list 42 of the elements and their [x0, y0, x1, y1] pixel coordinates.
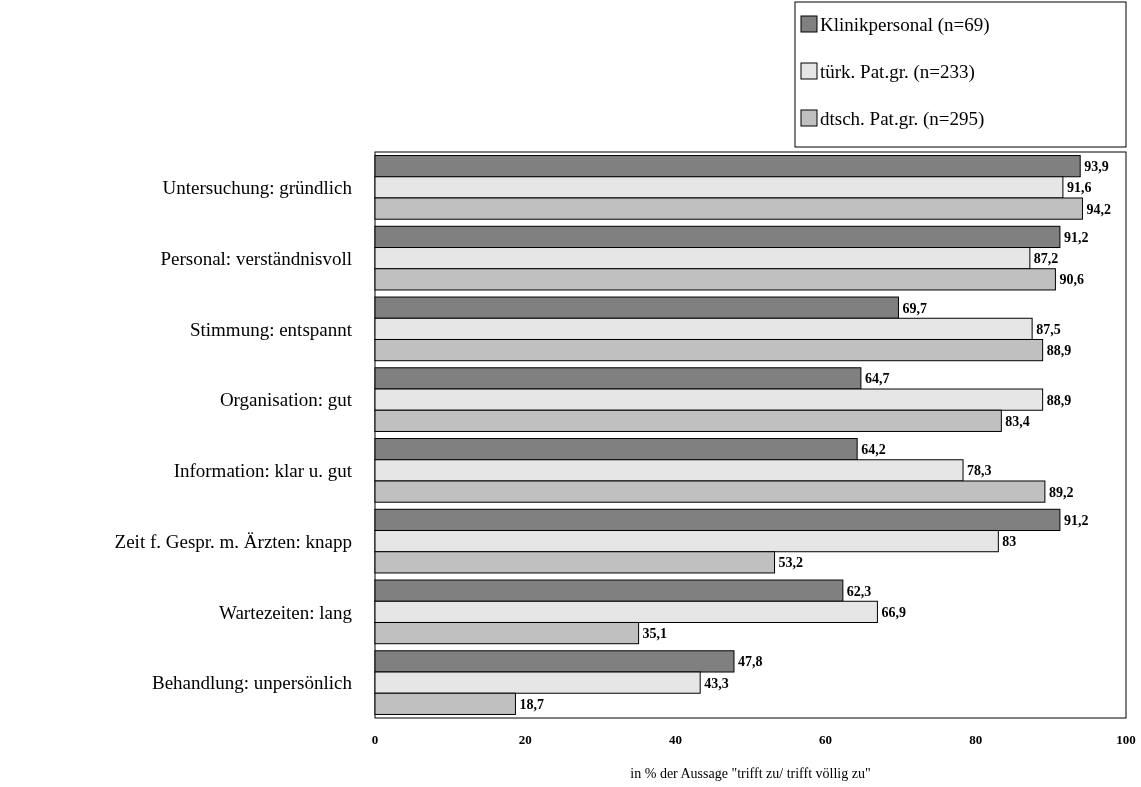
data-label: 87,2	[1033, 251, 1059, 267]
y-tick-label: Information: klar u. gut	[173, 460, 353, 482]
y-tick-label: Organisation: gut	[219, 389, 353, 411]
data-label: 94,2	[1086, 201, 1111, 217]
y-tick-label: Untersuchung: gründlich	[162, 177, 353, 199]
legend-label: türk. Pat.gr. (n=233)	[820, 60, 975, 83]
legend-label: Klinikpersonal (n=69)	[820, 13, 990, 36]
x-tick-label: 80	[969, 732, 983, 747]
data-label: 88,9	[1046, 392, 1072, 408]
data-label: 87,5	[1036, 321, 1061, 337]
data-label: 43,3	[704, 675, 729, 691]
data-label: 35,1	[642, 626, 668, 641]
x-tick-label: 0	[371, 732, 379, 747]
x-axis-title: in % der Aussage "trifft zu/ trifft völlig zu"	[630, 766, 871, 781]
data-label: 91,6	[1066, 180, 1092, 196]
data-label: 66,9	[881, 604, 906, 620]
data-label: 91,2	[1063, 229, 1089, 245]
data-label: 62,3	[846, 583, 872, 599]
x-tick-label: 100	[1116, 732, 1136, 747]
data-label: 83	[1002, 534, 1017, 550]
data-label: 91,2	[1063, 512, 1089, 528]
x-tick-label: 40	[668, 732, 682, 747]
data-label: 47,8	[737, 654, 763, 670]
y-tick-label: Personal: verständnisvoll	[160, 247, 352, 269]
y-tick-label: Behandlung: unpersönlich	[152, 672, 353, 694]
data-label: 78,3	[967, 463, 992, 479]
data-label: 18,7	[519, 696, 544, 712]
x-tick-label: 60	[819, 732, 833, 747]
y-tick-label: Wartezeiten: lang	[219, 601, 353, 623]
data-label: 88,9	[1046, 343, 1072, 358]
data-label: 69,7	[902, 300, 927, 316]
data-label: 89,2	[1048, 484, 1074, 500]
data-label: 64,2	[861, 442, 886, 458]
y-tick-label: Stimmung: entspannt	[189, 318, 353, 340]
data-label: 53,2	[778, 555, 804, 571]
x-tick-label: 20	[518, 732, 532, 747]
data-label: 90,6	[1059, 272, 1084, 288]
y-tick-label: Zeit f. Gespr. m. Ärzten: knapp	[114, 530, 352, 552]
data-label: 93,9	[1084, 159, 1109, 175]
data-label: 83,4	[1005, 413, 1030, 429]
legend-label: dtsch. Pat.gr. (n=295)	[820, 107, 985, 130]
data-label: 64,7	[864, 371, 890, 387]
